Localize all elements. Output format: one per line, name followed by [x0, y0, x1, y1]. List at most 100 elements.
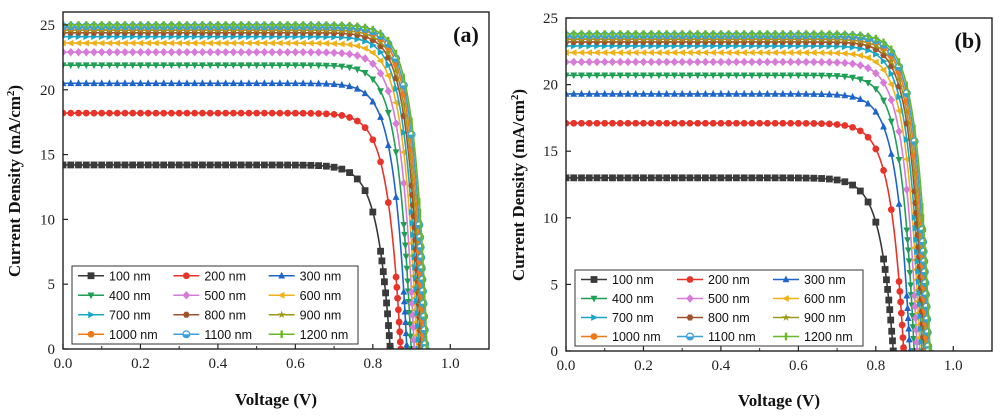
data-point-49 — [404, 278, 412, 286]
data-point-14 — [670, 57, 679, 67]
data-point-43 — [897, 58, 901, 66]
data-point-2 — [577, 57, 586, 67]
data-point-35 — [330, 80, 338, 87]
data-point-40 — [872, 145, 880, 153]
data-point-42 — [881, 266, 889, 273]
data-point-1 — [572, 30, 575, 38]
data-point-legend — [278, 271, 286, 279]
data-point-1 — [67, 161, 75, 169]
data-point-43 — [895, 157, 903, 164]
data-point-47 — [887, 316, 895, 324]
legend-label: 100 nm — [109, 269, 151, 283]
data-point-45 — [400, 297, 408, 305]
data-point-20 — [717, 72, 725, 80]
data-point-18 — [198, 39, 206, 47]
data-point-31 — [802, 49, 809, 57]
data-point-34 — [825, 120, 833, 128]
series-line — [566, 74, 919, 351]
data-point-59 — [425, 345, 429, 349]
data-point-legend — [686, 276, 694, 283]
data-point-30 — [794, 72, 802, 80]
data-point-3 — [585, 72, 593, 80]
data-point-48 — [899, 334, 907, 342]
data-point-5 — [98, 29, 106, 36]
data-point-24 — [245, 79, 253, 87]
data-point-35 — [835, 30, 839, 39]
data-point-27 — [270, 21, 274, 29]
data-point-22 — [230, 29, 237, 36]
data-point-48 — [905, 335, 913, 343]
legend-label: 500 nm — [708, 292, 750, 306]
data-point-27 — [268, 161, 276, 169]
data-point-2 — [75, 109, 82, 117]
data-point-24 — [245, 47, 253, 57]
data-point-28 — [276, 47, 284, 57]
data-point-15 — [680, 30, 684, 38]
x-tick-label: 0.8 — [866, 358, 885, 374]
data-point-10 — [139, 21, 142, 29]
data-point-21 — [725, 72, 733, 80]
data-point-9 — [632, 89, 640, 97]
data-point-16 — [685, 49, 693, 57]
legend-item: 800 nm — [173, 308, 246, 322]
data-point-53 — [925, 278, 929, 287]
data-point-34 — [322, 79, 330, 87]
data-point-19 — [206, 47, 214, 57]
data-point-42 — [378, 257, 386, 265]
data-point-44 — [401, 129, 408, 136]
data-point-31 — [299, 79, 307, 87]
data-point-5 — [98, 62, 106, 70]
x-tick-label: 0.6 — [286, 356, 305, 372]
legend-label: 1000 nm — [109, 328, 158, 342]
data-point-40 — [873, 50, 880, 58]
data-point-41 — [377, 247, 384, 255]
data-point-27 — [771, 57, 779, 67]
data-point-16 — [686, 174, 694, 182]
legend-item: 1100 nm — [173, 328, 252, 342]
data-point-18 — [704, 30, 707, 38]
data-point-3 — [585, 89, 593, 97]
data-point-2 — [577, 49, 585, 57]
data-point-38 — [356, 22, 359, 31]
legend-item: 700 nm — [581, 311, 654, 325]
data-point-22 — [229, 47, 238, 57]
data-point-36 — [338, 80, 346, 88]
data-point-12 — [152, 109, 160, 117]
plot-frame — [565, 17, 993, 352]
legend-label: 600 nm — [804, 292, 846, 306]
legend-label: 200 nm — [204, 269, 246, 283]
data-point-44 — [896, 288, 904, 295]
data-point-20 — [717, 174, 725, 182]
data-point-legend — [277, 310, 286, 319]
data-point-30 — [291, 109, 299, 117]
data-point-46 — [401, 307, 409, 315]
data-point-0 — [63, 62, 67, 70]
data-point-0 — [63, 79, 67, 87]
legend-label: 700 nm — [109, 308, 151, 322]
data-point-25 — [756, 174, 764, 182]
data-point-29 — [786, 49, 794, 57]
data-point-33 — [314, 39, 322, 47]
data-point-54 — [917, 312, 925, 320]
x-axis-title: Voltage (V) — [235, 390, 317, 409]
data-point-38 — [856, 127, 864, 135]
data-point-25 — [252, 39, 260, 47]
data-point-38 — [353, 51, 362, 60]
data-point-14 — [673, 30, 676, 38]
legend-label: 500 nm — [204, 289, 246, 303]
data-point-10 — [137, 62, 144, 70]
data-point-15 — [678, 57, 686, 67]
data-point-26 — [260, 79, 268, 87]
data-point-7 — [616, 49, 624, 57]
data-point-10 — [137, 79, 144, 87]
data-point-legend — [686, 294, 694, 303]
legend-label: 200 nm — [708, 273, 750, 287]
data-point-43 — [895, 199, 903, 207]
data-point-35 — [833, 121, 841, 128]
data-point-41 — [880, 97, 887, 105]
data-point-7 — [113, 29, 121, 36]
data-point-46 — [394, 306, 402, 314]
data-point-38 — [856, 61, 865, 70]
legend-item: 1200 nm — [773, 330, 853, 344]
data-point-4 — [90, 161, 98, 169]
